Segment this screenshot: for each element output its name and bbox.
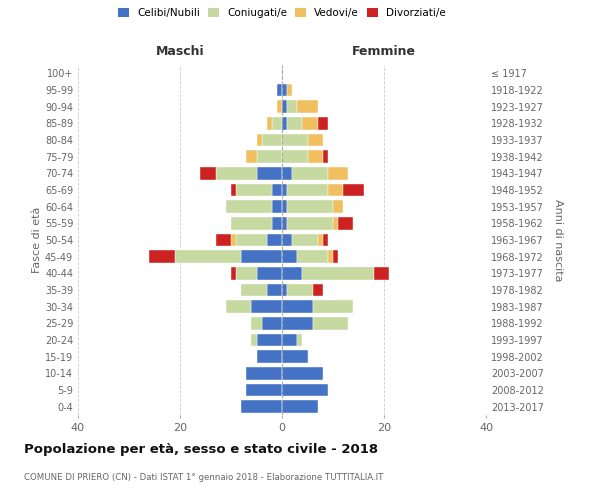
Bar (251, 317, 262, 330)
Bar (282, 367, 323, 380)
Bar (282, 317, 313, 330)
Bar (313, 300, 353, 313)
Bar (287, 200, 333, 213)
Bar (282, 167, 292, 179)
Bar (241, 400, 282, 413)
Bar (241, 284, 267, 296)
Bar (200, 167, 216, 179)
Bar (282, 134, 308, 146)
Bar (236, 184, 272, 196)
Bar (267, 284, 282, 296)
Bar (257, 350, 282, 363)
Bar (272, 117, 282, 130)
Bar (323, 234, 328, 246)
Bar (251, 334, 257, 346)
Bar (251, 300, 282, 313)
Bar (262, 317, 282, 330)
Bar (323, 150, 328, 163)
Bar (282, 117, 287, 130)
Bar (282, 267, 302, 280)
Bar (318, 117, 328, 130)
Bar (282, 334, 298, 346)
Bar (272, 200, 282, 213)
Bar (313, 284, 323, 296)
Y-axis label: Fasce di età: Fasce di età (32, 207, 42, 273)
Bar (282, 350, 308, 363)
Bar (298, 100, 318, 113)
Bar (333, 200, 343, 213)
Bar (328, 184, 343, 196)
Text: Maschi: Maschi (155, 46, 205, 59)
Bar (231, 217, 272, 230)
Bar (282, 200, 287, 213)
Bar (236, 234, 267, 246)
Bar (308, 150, 323, 163)
Bar (257, 267, 282, 280)
Bar (298, 250, 328, 263)
Bar (257, 334, 282, 346)
Bar (328, 167, 349, 179)
Bar (374, 267, 389, 280)
Bar (247, 150, 257, 163)
Bar (231, 234, 236, 246)
Bar (149, 250, 175, 263)
Bar (277, 100, 282, 113)
Legend: Celibi/Nubili, Coniugati/e, Vedovi/e, Divorziati/e: Celibi/Nubili, Coniugati/e, Vedovi/e, Di… (118, 8, 446, 18)
Bar (282, 250, 298, 263)
Bar (313, 317, 349, 330)
Bar (226, 300, 251, 313)
Bar (231, 267, 236, 280)
Bar (282, 284, 287, 296)
Bar (302, 117, 318, 130)
Bar (272, 217, 282, 230)
Bar (272, 184, 282, 196)
Bar (247, 384, 282, 396)
Bar (282, 100, 287, 113)
Bar (287, 117, 302, 130)
Bar (287, 284, 313, 296)
Bar (287, 84, 292, 96)
Bar (282, 300, 313, 313)
Bar (287, 100, 298, 113)
Bar (338, 217, 353, 230)
Bar (241, 250, 282, 263)
Bar (175, 250, 241, 263)
Text: Femmine: Femmine (352, 46, 416, 59)
Bar (257, 134, 262, 146)
Bar (282, 234, 292, 246)
Bar (282, 384, 328, 396)
Bar (236, 267, 257, 280)
Bar (292, 234, 318, 246)
Bar (343, 184, 364, 196)
Bar (287, 184, 328, 196)
Bar (282, 400, 318, 413)
Bar (282, 184, 287, 196)
Bar (287, 217, 333, 230)
Bar (282, 84, 287, 96)
Text: COMUNE DI PRIERO (CN) - Dati ISTAT 1° gennaio 2018 - Elaborazione TUTTITALIA.IT: COMUNE DI PRIERO (CN) - Dati ISTAT 1° ge… (24, 472, 383, 482)
Bar (277, 84, 282, 96)
Bar (282, 217, 287, 230)
Bar (231, 184, 236, 196)
Bar (302, 267, 374, 280)
Bar (282, 150, 308, 163)
Bar (308, 134, 323, 146)
Bar (298, 334, 302, 346)
Bar (257, 167, 282, 179)
Text: Popolazione per età, sesso e stato civile - 2018: Popolazione per età, sesso e stato civil… (24, 442, 378, 456)
Bar (247, 367, 282, 380)
Bar (267, 234, 282, 246)
Bar (333, 217, 338, 230)
Bar (333, 250, 338, 263)
Bar (216, 167, 257, 179)
Bar (257, 150, 282, 163)
Bar (292, 167, 328, 179)
Y-axis label: Anni di nascita: Anni di nascita (553, 198, 563, 281)
Bar (318, 234, 323, 246)
Bar (226, 200, 272, 213)
Bar (262, 134, 282, 146)
Bar (328, 250, 333, 263)
Bar (216, 234, 231, 246)
Bar (267, 117, 272, 130)
